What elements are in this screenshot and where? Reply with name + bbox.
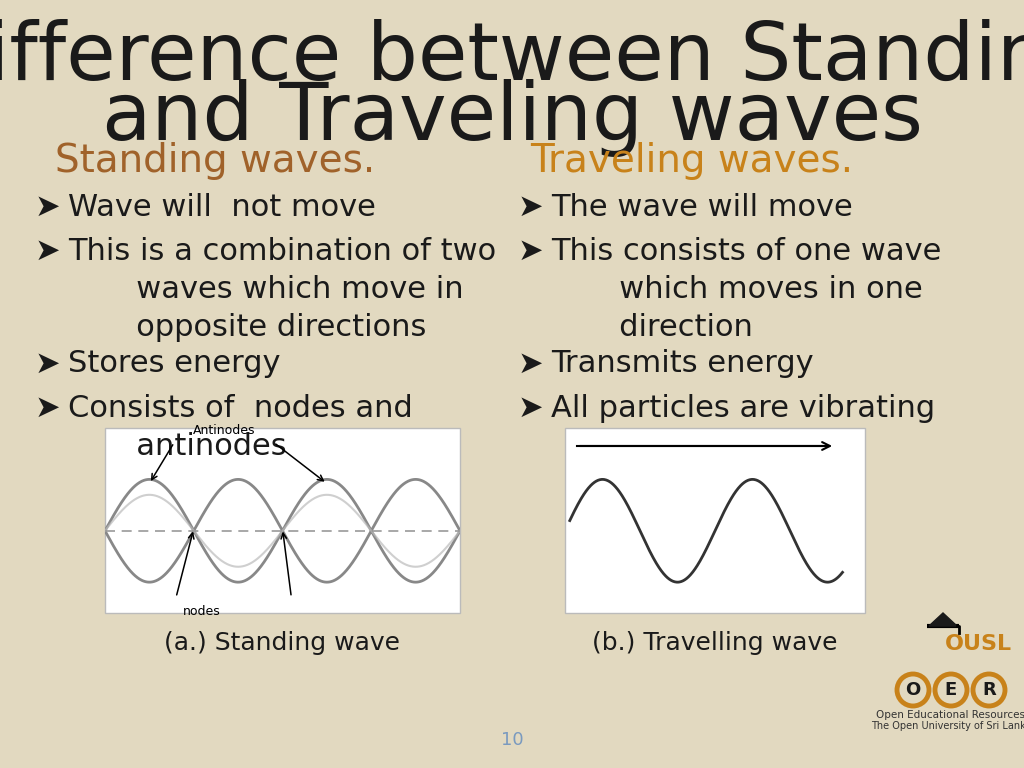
Text: Wave will  not move: Wave will not move [68,193,376,222]
Text: nodes: nodes [183,605,221,618]
Bar [565,428,865,613]
Text: 10: 10 [501,731,523,749]
Text: Open Educational Resources: Open Educational Resources [877,710,1024,720]
Bar [105,428,460,613]
Polygon shape [929,613,957,626]
Text: (b.) Travelling wave: (b.) Travelling wave [592,631,838,655]
Text: The wave will move: The wave will move [551,193,853,222]
Text: ➤: ➤ [35,237,60,266]
Text: ➤: ➤ [35,193,60,222]
Text: ➤: ➤ [518,237,544,266]
Text: Antinodes: Antinodes [193,424,255,437]
Text: ➤: ➤ [35,349,60,379]
Text: This consists of one wave
       which moves in one
       direction: This consists of one wave which moves in… [551,237,941,343]
Text: Traveling waves.: Traveling waves. [530,142,853,180]
Text: ➤: ➤ [518,193,544,222]
Text: (a.) Standing wave: (a.) Standing wave [165,631,400,655]
Text: E: E [945,681,957,699]
Text: ➤: ➤ [35,393,60,422]
Text: ➤: ➤ [518,393,544,422]
Text: Stores energy: Stores energy [68,349,281,379]
Text: Standing waves.: Standing waves. [55,142,375,180]
Text: This is a combination of two
       waves which move in
       opposite directio: This is a combination of two waves which… [68,237,496,343]
Text: R: R [982,681,996,699]
Text: Difference between Standing: Difference between Standing [0,19,1024,97]
Text: O: O [905,681,921,699]
Text: and Traveling waves: and Traveling waves [101,79,923,157]
Text: Consists of  nodes and
       antinodes: Consists of nodes and antinodes [68,393,413,461]
Text: All particles are vibrating: All particles are vibrating [551,393,935,422]
Text: The Open University of Sri Lanka: The Open University of Sri Lanka [870,721,1024,731]
Text: ➤: ➤ [518,349,544,379]
Text: OUSL: OUSL [945,634,1012,654]
Text: Transmits energy: Transmits energy [551,349,814,379]
